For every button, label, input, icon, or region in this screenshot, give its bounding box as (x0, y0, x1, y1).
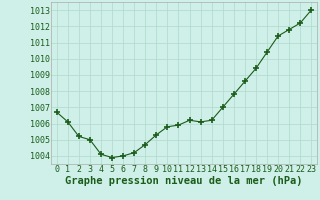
X-axis label: Graphe pression niveau de la mer (hPa): Graphe pression niveau de la mer (hPa) (65, 176, 303, 186)
